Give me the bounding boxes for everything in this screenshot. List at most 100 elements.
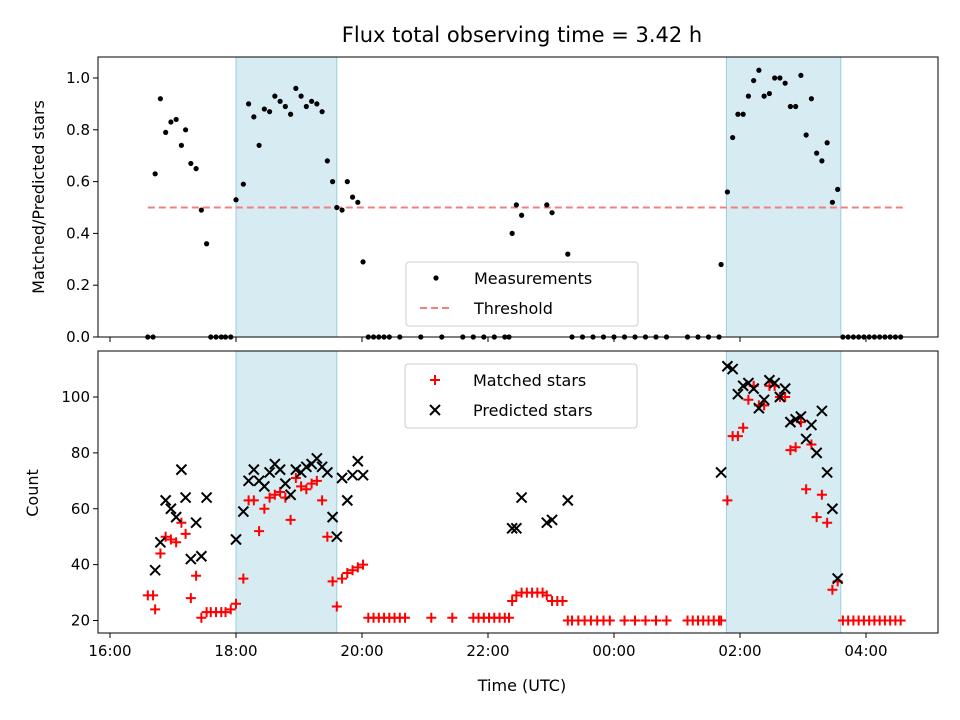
bottom-series-1-point-14 bbox=[248, 463, 260, 476]
top-series-0-point-79 bbox=[730, 134, 736, 141]
bottom-series-1-point-59 bbox=[805, 419, 818, 431]
bottom-series-0-point-82 bbox=[640, 615, 651, 626]
bottom-series-0-point-106 bbox=[790, 442, 801, 453]
bottom-series-0-point-9 bbox=[185, 593, 196, 604]
top-series-0-point-84 bbox=[756, 67, 762, 73]
bottom-series-1-point-34 bbox=[352, 455, 364, 467]
top-y-tick-label-4: 0.8 bbox=[66, 121, 90, 139]
top-series-0-point-91 bbox=[793, 103, 799, 110]
bottom-legend-box bbox=[404, 363, 638, 429]
bottom-series-1-point-7 bbox=[185, 553, 197, 565]
bottom-series-0-point-2 bbox=[150, 604, 161, 615]
bottom-series-0-point-29 bbox=[290, 473, 301, 484]
top-series-0-point-8 bbox=[183, 127, 189, 133]
bottom-series-0-point-28 bbox=[285, 514, 296, 525]
top-series-0-point-2 bbox=[152, 171, 158, 177]
bottom-series-0-point-3 bbox=[155, 548, 166, 559]
bottom-series-0-point-126 bbox=[895, 615, 906, 626]
top-series-0-point-57 bbox=[509, 230, 515, 236]
bottom-y-tick-label-1: 40 bbox=[71, 556, 90, 574]
bottom-series-0-point-92 bbox=[716, 615, 727, 626]
bottom-series-0-point-96 bbox=[738, 422, 749, 433]
top-series-0-point-32 bbox=[309, 98, 315, 104]
chart-title: Flux total observing time = 3.42 h bbox=[342, 23, 702, 47]
bottom-series-0-point-38 bbox=[337, 573, 348, 584]
top-series-0-point-5 bbox=[168, 119, 174, 125]
bottom-legend-series-1-marker bbox=[429, 404, 441, 416]
bottom-series-1-point-5 bbox=[175, 463, 188, 476]
bottom-series-0-point-68 bbox=[541, 590, 552, 601]
top-series-0-point-10 bbox=[193, 166, 199, 172]
bottom-series-0-point-60 bbox=[504, 612, 514, 623]
top-shaded-window-0 bbox=[235, 56, 338, 338]
bottom-series-0-point-62 bbox=[511, 590, 522, 601]
bottom-series-1-point-54 bbox=[779, 382, 791, 395]
top-series-0-point-96 bbox=[819, 158, 825, 164]
bottom-series-0-point-11 bbox=[196, 612, 207, 623]
bottom-series-0-point-21 bbox=[248, 495, 259, 506]
top-y-tick-label-3: 0.6 bbox=[66, 173, 90, 191]
bottom-series-0-point-95 bbox=[732, 431, 743, 442]
top-series-0-point-58 bbox=[513, 202, 519, 208]
bottom-series-1-point-9 bbox=[195, 550, 208, 562]
bottom-series-1-point-17 bbox=[263, 466, 276, 479]
bottom-series-1-point-1 bbox=[154, 536, 167, 548]
bottom-series-0-point-37 bbox=[331, 601, 342, 612]
bottom-series-1-point-4 bbox=[170, 511, 182, 523]
top-series-0-point-36 bbox=[330, 179, 336, 185]
bottom-series-0-point-1 bbox=[148, 590, 159, 601]
bottom-series-0-point-32 bbox=[306, 478, 317, 489]
top-y-axis-label: Matched/Predicted stars bbox=[29, 100, 48, 294]
bottom-series-0-point-110 bbox=[811, 512, 822, 523]
top-series-0-point-6 bbox=[173, 116, 179, 123]
bottom-series-1-point-63 bbox=[826, 503, 839, 515]
bottom-series-0-point-17 bbox=[225, 604, 236, 615]
x-tick-label-4: 00:00 bbox=[592, 642, 635, 660]
bottom-series-0-point-50 bbox=[400, 612, 411, 623]
top-y-tick-label-5: 1.0 bbox=[66, 69, 90, 87]
bottom-y-tick-label-0: 20 bbox=[71, 612, 90, 630]
bottom-series-0-point-80 bbox=[619, 615, 630, 626]
bottom-series-0-point-81 bbox=[630, 615, 640, 626]
bottom-series-0-point-4 bbox=[160, 531, 171, 542]
top-series-0-point-24 bbox=[267, 109, 273, 115]
bottom-series-1-point-61 bbox=[816, 405, 828, 417]
top-y-tick-label-1: 0.2 bbox=[66, 276, 90, 294]
bottom-series-0-point-112 bbox=[822, 517, 833, 528]
top-series-0-point-81 bbox=[740, 111, 746, 117]
bottom-series-0-point-108 bbox=[801, 484, 812, 495]
bottom-series-1-point-38 bbox=[515, 491, 528, 504]
top-series-0-point-31 bbox=[303, 103, 309, 110]
top-series-0-point-93 bbox=[803, 132, 809, 138]
top-series-0-point-62 bbox=[565, 251, 571, 257]
bottom-series-1-point-30 bbox=[331, 530, 343, 543]
bottom-y-tick-label-2: 60 bbox=[71, 500, 90, 518]
bottom-series-1-point-6 bbox=[179, 491, 192, 504]
bottom-series-0-point-23 bbox=[259, 503, 270, 514]
bottom-series-0-point-18 bbox=[231, 598, 241, 609]
bottom-series-0-point-51 bbox=[426, 612, 437, 623]
x-tick-label-3: 22:00 bbox=[466, 642, 509, 660]
top-series-0-point-98 bbox=[829, 199, 836, 205]
bottom-series-0-point-39 bbox=[342, 568, 353, 579]
bottom-series-1-point-49 bbox=[753, 402, 765, 414]
bottom-series-0-point-104 bbox=[780, 392, 791, 402]
bottom-series-1-point-13 bbox=[242, 475, 255, 487]
bottom-series-0-point-93 bbox=[722, 495, 733, 506]
top-series-0-point-89 bbox=[782, 80, 788, 86]
top-panel: 0.0 0.2 0.4 0.6 0.8 1.0 Measurements Threshold bbox=[66, 56, 939, 346]
bottom-series-0-point-61 bbox=[507, 595, 518, 606]
bottom-series-1-point-60 bbox=[810, 447, 823, 459]
bottom-legend-series-1-label: Predicted stars bbox=[473, 401, 593, 420]
bottom-series-1-point-42 bbox=[715, 466, 727, 479]
bottom-series-0-point-97 bbox=[743, 394, 754, 405]
bottom-series-0-point-40 bbox=[347, 565, 358, 576]
bottom-series-1-point-33 bbox=[346, 469, 359, 481]
top-series-0-point-7 bbox=[178, 142, 184, 148]
x-tick-label-5: 02:00 bbox=[718, 642, 761, 660]
bottom-series-1-point-57 bbox=[795, 410, 807, 423]
top-series-0-point-90 bbox=[787, 103, 794, 110]
top-series-0-point-11 bbox=[198, 207, 204, 213]
bottom-series-1-point-45 bbox=[732, 388, 744, 400]
bottom-series-0-point-42 bbox=[358, 559, 369, 570]
